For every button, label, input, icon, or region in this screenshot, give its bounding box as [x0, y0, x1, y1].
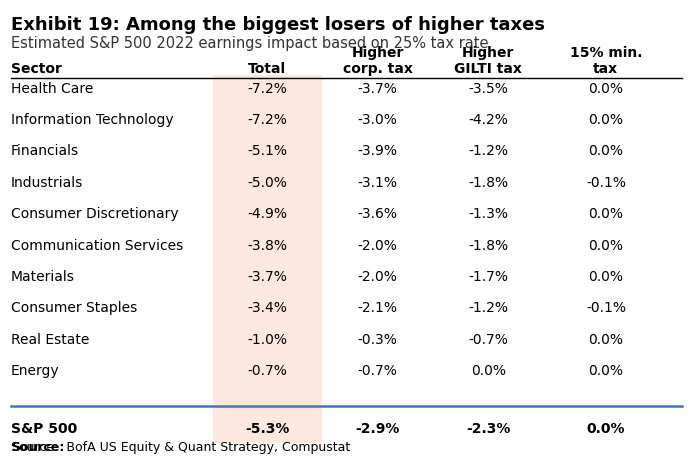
Text: Information Technology: Information Technology	[11, 113, 174, 127]
Text: -2.1%: -2.1%	[358, 301, 398, 315]
Text: Financials: Financials	[11, 144, 79, 158]
Text: -3.0%: -3.0%	[358, 113, 398, 127]
Text: -2.0%: -2.0%	[358, 239, 398, 252]
Text: -5.3%: -5.3%	[245, 422, 289, 436]
FancyBboxPatch shape	[213, 75, 322, 443]
Text: -0.1%: -0.1%	[586, 301, 626, 315]
Text: 0.0%: 0.0%	[589, 144, 624, 158]
Text: Source:: Source:	[11, 441, 64, 454]
Text: -0.1%: -0.1%	[586, 176, 626, 190]
Text: -1.8%: -1.8%	[468, 239, 508, 252]
Text: Materials: Materials	[11, 270, 75, 284]
Text: Industrials: Industrials	[11, 176, 83, 190]
Text: Real Estate: Real Estate	[11, 333, 90, 347]
Text: Higher
corp. tax: Higher corp. tax	[343, 46, 412, 76]
Text: Source:  BofA US Equity & Quant Strategy, Compustat: Source: BofA US Equity & Quant Strategy,…	[11, 441, 350, 454]
Text: Estimated S&P 500 2022 earnings impact based on 25% tax rate: Estimated S&P 500 2022 earnings impact b…	[11, 36, 489, 51]
Text: -1.3%: -1.3%	[468, 207, 508, 221]
Text: 0.0%: 0.0%	[589, 113, 624, 127]
Text: 0.0%: 0.0%	[589, 364, 624, 378]
Text: Higher
GILTI tax: Higher GILTI tax	[454, 46, 522, 76]
Text: -5.1%: -5.1%	[247, 144, 287, 158]
Text: -4.2%: -4.2%	[468, 113, 508, 127]
Text: 15% min.
tax: 15% min. tax	[570, 46, 642, 76]
Text: -4.9%: -4.9%	[247, 207, 287, 221]
Text: -3.1%: -3.1%	[358, 176, 398, 190]
Text: Consumer Discretionary: Consumer Discretionary	[11, 207, 178, 221]
Text: Communication Services: Communication Services	[11, 239, 183, 252]
Text: Total: Total	[248, 62, 286, 76]
Text: 0.0%: 0.0%	[589, 239, 624, 252]
Text: 0.0%: 0.0%	[587, 422, 625, 436]
Text: -1.2%: -1.2%	[468, 301, 508, 315]
Text: -3.4%: -3.4%	[247, 301, 287, 315]
Text: -3.5%: -3.5%	[468, 82, 508, 96]
Text: -0.7%: -0.7%	[468, 333, 508, 347]
Text: -3.9%: -3.9%	[358, 144, 398, 158]
Text: S&P 500: S&P 500	[11, 422, 77, 436]
Text: Health Care: Health Care	[11, 82, 94, 96]
Text: -1.7%: -1.7%	[468, 270, 508, 284]
Text: 0.0%: 0.0%	[471, 364, 506, 378]
Text: -0.7%: -0.7%	[358, 364, 398, 378]
Text: -3.7%: -3.7%	[247, 270, 287, 284]
Text: 0.0%: 0.0%	[589, 270, 624, 284]
Text: -1.2%: -1.2%	[468, 144, 508, 158]
Text: -3.8%: -3.8%	[247, 239, 287, 252]
Text: Exhibit 19: Among the biggest losers of higher taxes: Exhibit 19: Among the biggest losers of …	[11, 16, 545, 34]
Text: 0.0%: 0.0%	[589, 82, 624, 96]
Text: -7.2%: -7.2%	[247, 113, 287, 127]
Text: -5.0%: -5.0%	[247, 176, 287, 190]
Text: Sector: Sector	[11, 62, 62, 76]
Text: -0.3%: -0.3%	[358, 333, 398, 347]
Text: -3.6%: -3.6%	[358, 207, 398, 221]
Text: 0.0%: 0.0%	[589, 207, 624, 221]
Text: -1.8%: -1.8%	[468, 176, 508, 190]
Text: -2.3%: -2.3%	[466, 422, 510, 436]
Text: -2.9%: -2.9%	[356, 422, 400, 436]
Text: 0.0%: 0.0%	[589, 333, 624, 347]
Text: Energy: Energy	[11, 364, 60, 378]
Text: -1.0%: -1.0%	[247, 333, 287, 347]
Text: -3.7%: -3.7%	[358, 82, 398, 96]
Text: Consumer Staples: Consumer Staples	[11, 301, 137, 315]
Text: -2.0%: -2.0%	[358, 270, 398, 284]
Text: -0.7%: -0.7%	[247, 364, 287, 378]
Text: -7.2%: -7.2%	[247, 82, 287, 96]
